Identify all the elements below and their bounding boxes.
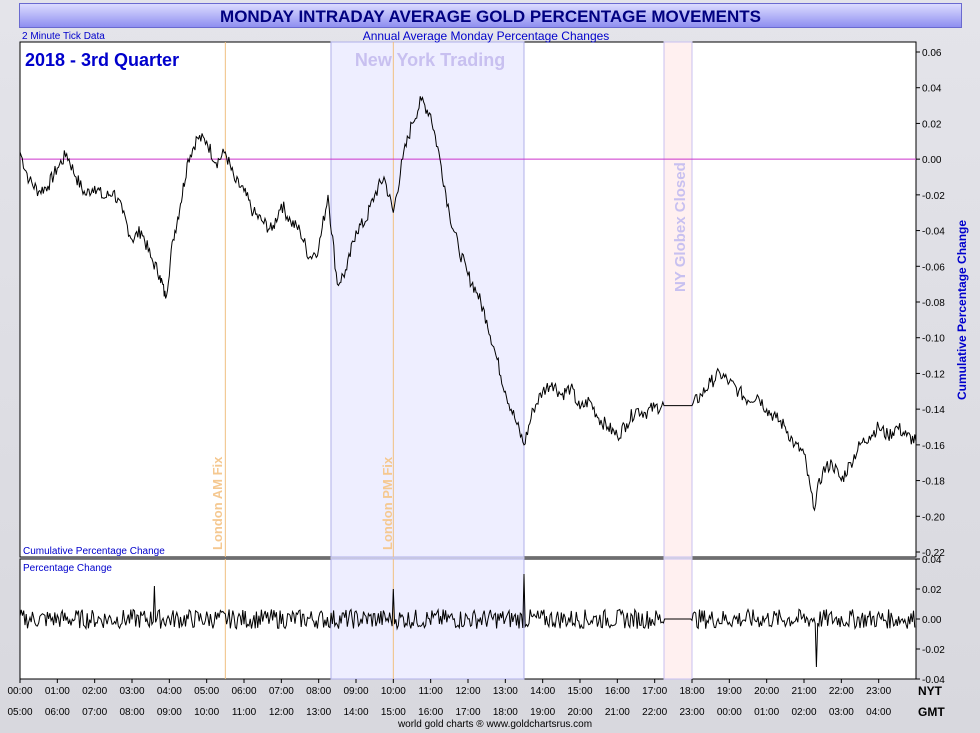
footer-credit: world gold charts ® www.goldchartsrus.co… [397, 719, 592, 730]
y-tick-label: 0.00 [922, 155, 942, 166]
y-tick-label: -0.22 [922, 548, 945, 559]
x-tick-label-gmt: 15:00 [381, 707, 406, 718]
x-tick-label-gmt: 10:00 [194, 707, 219, 718]
x-tick-label-nyt: 01:00 [45, 686, 70, 697]
x-tick-label-gmt: 14:00 [343, 707, 368, 718]
x-tick-label-gmt: 23:00 [679, 707, 704, 718]
x-tick-label-gmt: 01:00 [754, 707, 779, 718]
x-tick-label-nyt: 08:00 [306, 686, 331, 697]
y-tick-label: 0.04 [922, 84, 942, 95]
y-tick-label: -0.12 [922, 369, 945, 380]
y-tick-label: 0.02 [922, 119, 942, 130]
x-tick-label-gmt: 03:00 [829, 707, 854, 718]
london-am-fix-label: London AM Fix [210, 456, 225, 550]
x-tick-label-nyt: 06:00 [231, 686, 256, 697]
x-tick-label-gmt: 12:00 [269, 707, 294, 718]
x-tick-label-nyt: 09:00 [343, 686, 368, 697]
x-tick-label-gmt: 13:00 [306, 707, 331, 718]
x-tick-label-gmt: 02:00 [791, 707, 816, 718]
x-tick-label-gmt: 17:00 [455, 707, 480, 718]
x-tick-label-gmt: 04:00 [866, 707, 891, 718]
x-tick-label-nyt: 00:00 [7, 686, 32, 697]
chart-subtitle: Annual Average Monday Percentage Changes [363, 29, 610, 43]
ny-trading-label: New York Trading [355, 50, 505, 70]
lower-panel-label: Percentage Change [23, 563, 112, 574]
london-pm-fix-label: London PM Fix [380, 456, 395, 550]
x-tick-label-gmt: 05:00 [7, 707, 32, 718]
y-tick-label: -0.08 [922, 298, 945, 309]
y-tick-label: -0.16 [922, 441, 945, 452]
title-bar: MONDAY INTRADAY AVERAGE GOLD PERCENTAGE … [19, 3, 962, 28]
ny-trading-shade [330, 41, 525, 558]
x-tick-label-gmt: 11:00 [232, 707, 257, 718]
x-tick-label-nyt: 07:00 [269, 686, 294, 697]
cumulative-line [19, 95, 917, 512]
y-tick-label: -0.06 [922, 262, 945, 273]
x-tick-label-nyt: 22:00 [829, 686, 854, 697]
lower-y-tick-label: 0.00 [922, 615, 942, 626]
y-tick-label: -0.02 [922, 191, 945, 202]
x-tick-label-nyt: 02:00 [82, 686, 107, 697]
nyt-axis-label: NYT [918, 684, 943, 698]
x-tick-label-nyt: 21:00 [791, 686, 816, 697]
percentage-change-line [19, 573, 916, 668]
x-tick-label-nyt: 11:00 [419, 686, 444, 697]
x-tick-label-gmt: 20:00 [567, 707, 592, 718]
lower-y-tick-label: -0.04 [922, 675, 945, 686]
y-tick-label: -0.20 [922, 512, 945, 523]
x-tick-label-nyt: 03:00 [119, 686, 144, 697]
y-tick-label: -0.18 [922, 477, 945, 488]
x-tick-label-nyt: 12:00 [455, 686, 480, 697]
globex-closed-label: NY Globex Closed [672, 162, 689, 292]
y-tick-label: -0.04 [922, 227, 945, 238]
x-tick-label-nyt: 04:00 [157, 686, 182, 697]
x-tick-label-nyt: 23:00 [866, 686, 891, 697]
x-tick-label-nyt: 05:00 [194, 686, 219, 697]
x-tick-label-gmt: 22:00 [642, 707, 667, 718]
x-tick-label-nyt: 17:00 [642, 686, 667, 697]
x-tick-label-nyt: 16:00 [605, 686, 630, 697]
x-tick-label-gmt: 09:00 [157, 707, 182, 718]
x-tick-label-gmt: 18:00 [493, 707, 518, 718]
x-tick-label-gmt: 07:00 [82, 707, 107, 718]
gmt-axis-label: GMT [918, 705, 945, 719]
upper-panel-label: Cumulative Percentage Change [23, 546, 165, 557]
chart-title: MONDAY INTRADAY AVERAGE GOLD PERCENTAGE … [220, 7, 761, 26]
ny-trading-shade [330, 558, 525, 680]
x-tick-label-nyt: 14:00 [530, 686, 555, 697]
y-tick-label: 0.06 [922, 48, 942, 59]
lower-y-tick-label: -0.02 [922, 645, 945, 656]
x-tick-label-gmt: 21:00 [605, 707, 630, 718]
x-tick-label-gmt: 00:00 [717, 707, 742, 718]
period-label: 2018 - 3rd Quarter [25, 50, 179, 70]
x-tick-label-gmt: 16:00 [418, 707, 443, 718]
tick-note: 2 Minute Tick Data [22, 31, 105, 42]
y-axis-title: Cumulative Percentage Change [955, 220, 969, 400]
x-tick-label-nyt: 19:00 [717, 686, 742, 697]
lower-y-tick-label: 0.04 [922, 555, 942, 566]
y-tick-label: -0.14 [922, 405, 945, 416]
x-tick-label-gmt: 19:00 [530, 707, 555, 718]
x-tick-label-nyt: 20:00 [754, 686, 779, 697]
x-tick-label-gmt: 06:00 [45, 707, 70, 718]
y-tick-label: -0.10 [922, 334, 945, 345]
x-tick-label-nyt: 10:00 [381, 686, 406, 697]
x-tick-label-nyt: 15:00 [567, 686, 592, 697]
x-tick-label-nyt: 18:00 [679, 686, 704, 697]
lower-y-tick-label: 0.02 [922, 585, 942, 596]
x-tick-label-gmt: 08:00 [119, 707, 144, 718]
x-tick-label-nyt: 13:00 [493, 686, 518, 697]
globex-closed-shade [663, 41, 693, 558]
